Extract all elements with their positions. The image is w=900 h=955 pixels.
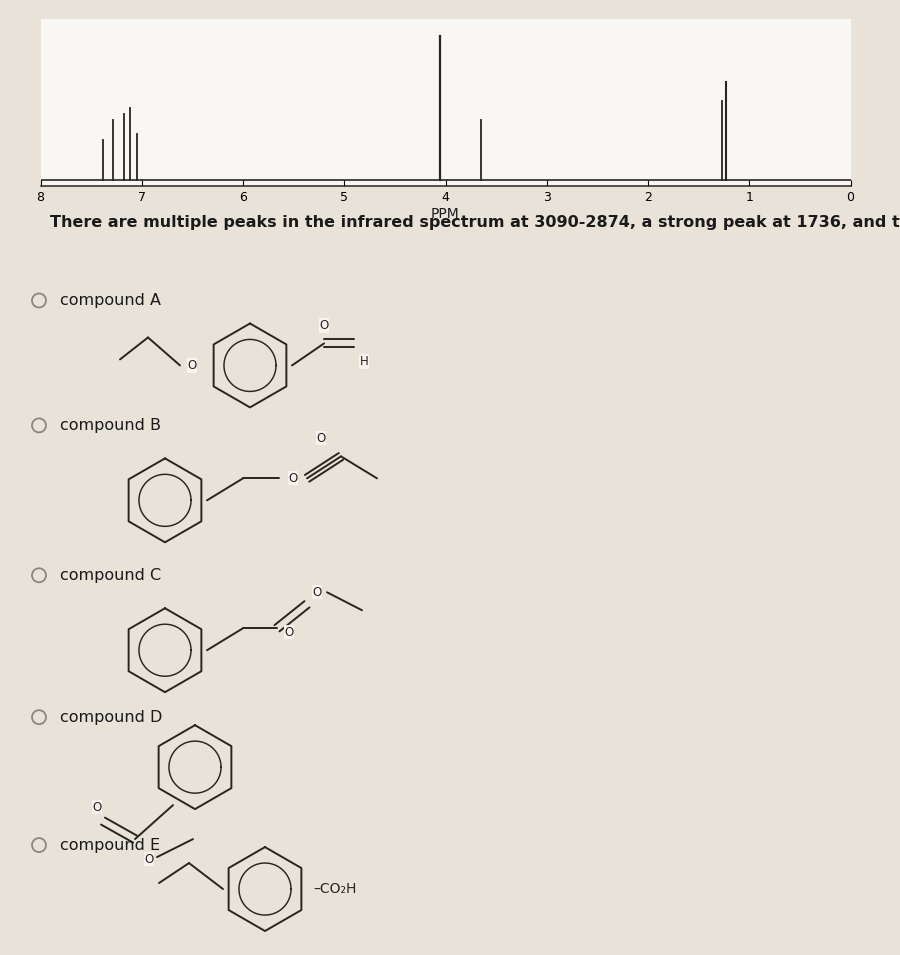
Text: compound D: compound D	[60, 710, 162, 725]
Text: O: O	[312, 585, 321, 599]
Text: compound A: compound A	[60, 293, 161, 308]
Text: compound C: compound C	[60, 568, 161, 583]
Text: O: O	[144, 853, 154, 865]
Text: O: O	[320, 319, 328, 332]
Text: There are multiple peaks in the infrared spectrum at 3090-2874, a strong peak at: There are multiple peaks in the infrared…	[50, 215, 900, 229]
Text: O: O	[187, 359, 196, 371]
Text: H: H	[360, 355, 368, 368]
Text: compound E: compound E	[60, 838, 160, 853]
Text: O: O	[93, 800, 102, 814]
Text: O: O	[317, 432, 326, 445]
Text: O: O	[284, 626, 293, 639]
Text: O: O	[288, 472, 298, 485]
Text: compound B: compound B	[60, 418, 161, 433]
Text: –CO₂H: –CO₂H	[313, 882, 356, 896]
X-axis label: PPM: PPM	[431, 207, 460, 221]
